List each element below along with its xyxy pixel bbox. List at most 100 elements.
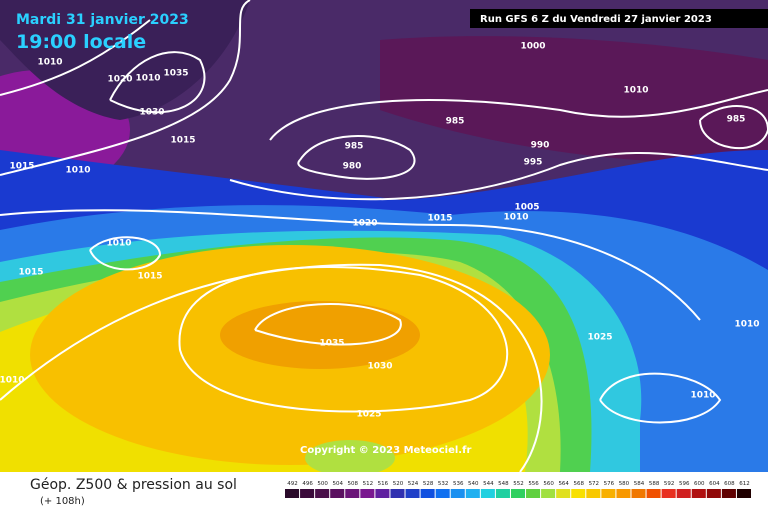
scale-label: 556 xyxy=(528,481,539,487)
isobar-label: 1025 xyxy=(356,410,381,420)
scale-label: 596 xyxy=(679,481,690,487)
field-area xyxy=(305,440,395,476)
color-swatch xyxy=(375,489,390,498)
scale-label: 532 xyxy=(438,481,449,487)
scale-label: 528 xyxy=(423,481,434,487)
isobar xyxy=(89,236,162,271)
color-swatch xyxy=(360,489,375,498)
color-scale: 492 496 500 504 508 512 516 520 524 528 532 536 540 5… xyxy=(285,481,751,498)
color-swatch xyxy=(556,489,571,498)
scale-label: 520 xyxy=(393,481,404,487)
isobar xyxy=(109,51,206,114)
scale-label: 588 xyxy=(649,481,660,487)
color-swatch xyxy=(435,489,450,498)
isobar-label: 1010 xyxy=(135,74,160,84)
scale-label: 504 xyxy=(332,481,343,487)
scale-label: 552 xyxy=(513,481,524,487)
color-swatch xyxy=(736,489,751,498)
scale-label: 568 xyxy=(574,481,585,487)
isobar-label: 1010 xyxy=(734,320,759,330)
isobar-label: 1035 xyxy=(319,339,344,349)
scale-label: 576 xyxy=(604,481,615,487)
color-swatch xyxy=(661,489,676,498)
color-swatch xyxy=(465,489,480,498)
isobar-label: 1015 xyxy=(18,268,43,278)
scale-label: 536 xyxy=(453,481,464,487)
color-swatch xyxy=(631,489,646,498)
scale-label: 548 xyxy=(498,481,509,487)
color-swatch xyxy=(495,489,510,498)
scale-label: 608 xyxy=(724,481,735,487)
date-label: Mardi 31 janvier 2023 xyxy=(16,12,189,28)
color-swatch xyxy=(405,489,420,498)
color-swatch xyxy=(315,489,330,498)
isobar-label: 1030 xyxy=(139,108,164,118)
scale-label: 544 xyxy=(483,481,494,487)
isobar xyxy=(254,302,402,346)
isobar-label: 1010 xyxy=(623,86,648,96)
color-swatch xyxy=(616,489,631,498)
isobar-label: 1035 xyxy=(163,69,188,79)
isobar-label: 1010 xyxy=(690,391,715,401)
isobar-label: 985 xyxy=(446,117,465,127)
color-swatch xyxy=(285,489,300,498)
color-swatch xyxy=(480,489,495,498)
run-label: Run GFS 6 Z du Vendredi 27 janvier 2023 xyxy=(480,14,712,25)
isobar xyxy=(229,151,768,201)
isobar-label: 985 xyxy=(727,115,746,125)
isobar-label: 1010 xyxy=(37,58,62,68)
isobar-label: 995 xyxy=(524,158,543,168)
scale-label: 492 xyxy=(287,481,298,487)
isobar-label: 980 xyxy=(343,162,362,172)
scale-label: 524 xyxy=(408,481,419,487)
scale-label: 612 xyxy=(739,481,750,487)
color-swatch xyxy=(541,489,556,498)
color-swatch xyxy=(330,489,345,498)
isobar xyxy=(269,89,768,141)
isobar xyxy=(0,209,701,321)
scale-label: 512 xyxy=(363,481,374,487)
scale-label: 516 xyxy=(378,481,389,487)
isobar xyxy=(0,19,151,96)
color-swatch xyxy=(706,489,721,498)
color-swatch xyxy=(526,489,541,498)
color-swatch xyxy=(450,489,465,498)
color-swatch xyxy=(510,489,526,498)
isobar xyxy=(599,372,722,424)
isobar-label: 1015 xyxy=(170,136,195,146)
color-swatch xyxy=(390,489,405,498)
run-box xyxy=(470,9,768,28)
color-swatch xyxy=(420,489,435,498)
isobar xyxy=(0,263,543,473)
isobar-label: 1020 xyxy=(352,219,377,229)
scale-label: 572 xyxy=(589,481,600,487)
color-swatch xyxy=(691,489,706,498)
scale-label: 540 xyxy=(468,481,479,487)
isobar-label: 1025 xyxy=(587,333,612,343)
field-area xyxy=(380,36,768,163)
scale-label: 580 xyxy=(619,481,630,487)
footer-title: Géop. Z500 & pression au sol xyxy=(30,477,237,493)
color-swatch xyxy=(721,489,736,498)
copyright: Copyright © 2023 Meteociel.fr xyxy=(300,445,471,456)
color-swatch xyxy=(586,489,601,498)
isobar-label: 990 xyxy=(531,141,550,151)
isobar-label: 1000 xyxy=(520,42,545,52)
color-swatch xyxy=(676,489,691,498)
field-area xyxy=(220,301,420,369)
scale-label: 508 xyxy=(348,481,359,487)
color-swatch xyxy=(345,489,360,498)
isobar-label: 1010 xyxy=(0,376,25,386)
scale-label: 592 xyxy=(664,481,675,487)
isobar-label: 1005 xyxy=(514,203,539,213)
color-swatch xyxy=(646,489,661,498)
scale-label: 564 xyxy=(558,481,569,487)
isobars xyxy=(0,0,768,473)
scale-label: 584 xyxy=(634,481,645,487)
isobar-label: 1020 xyxy=(107,75,132,85)
scale-label: 560 xyxy=(543,481,554,487)
isobar-label: 1010 xyxy=(106,239,131,249)
isobar-label: 1030 xyxy=(367,362,392,372)
